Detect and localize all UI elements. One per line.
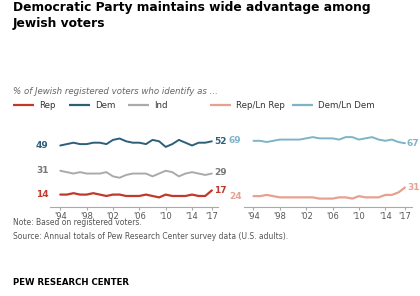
Text: Democratic Party maintains wide advantage among
Jewish voters: Democratic Party maintains wide advantag… bbox=[13, 1, 370, 30]
Text: 52: 52 bbox=[214, 137, 226, 146]
Text: Rep: Rep bbox=[39, 101, 55, 110]
Text: Source: Annual totals of Pew Research Center survey data (U.S. adults).: Source: Annual totals of Pew Research Ce… bbox=[13, 232, 288, 241]
Text: 69: 69 bbox=[229, 136, 241, 145]
Text: % of Jewish registered voters who identify as ...: % of Jewish registered voters who identi… bbox=[13, 87, 218, 96]
Text: Rep/Ln Rep: Rep/Ln Rep bbox=[236, 101, 285, 110]
Text: 24: 24 bbox=[229, 192, 241, 201]
Text: 67: 67 bbox=[407, 139, 420, 148]
Text: 31: 31 bbox=[36, 166, 48, 175]
Text: 29: 29 bbox=[214, 168, 226, 177]
Text: PEW RESEARCH CENTER: PEW RESEARCH CENTER bbox=[13, 278, 129, 287]
Text: 49: 49 bbox=[36, 141, 48, 150]
Text: Dem/Ln Dem: Dem/Ln Dem bbox=[318, 101, 375, 110]
Text: Ind: Ind bbox=[154, 101, 168, 110]
Text: Note: Based on registered voters.: Note: Based on registered voters. bbox=[13, 218, 142, 226]
Text: 31: 31 bbox=[407, 183, 420, 192]
Text: 14: 14 bbox=[36, 190, 48, 199]
Text: 17: 17 bbox=[214, 186, 226, 195]
Text: Dem: Dem bbox=[95, 101, 116, 110]
